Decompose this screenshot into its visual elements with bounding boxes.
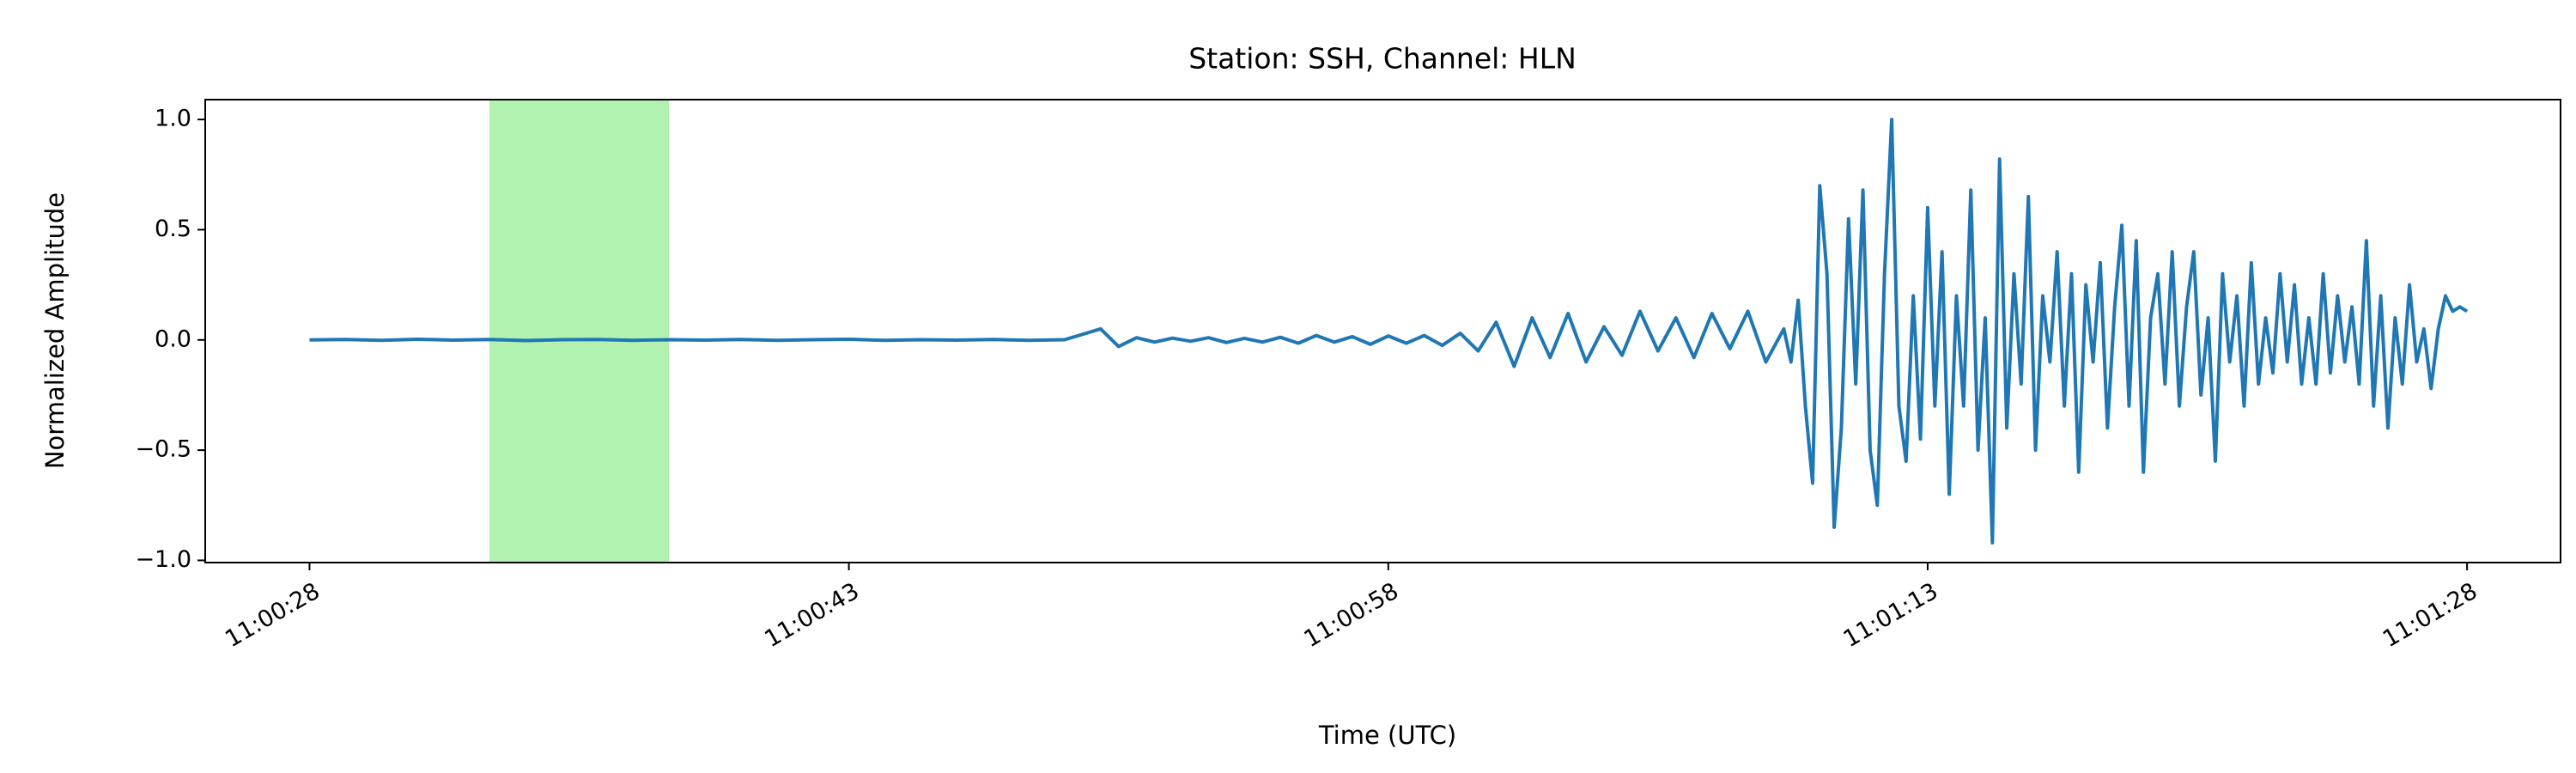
x-axis-label: Time (UTC) <box>1318 721 1456 750</box>
y-tick-label: 0.0 <box>155 326 191 352</box>
x-tick-label: 11:00:43 <box>760 578 864 653</box>
x-tick-label: 11:01:13 <box>1839 578 1943 653</box>
x-tick-label: 11:00:28 <box>221 578 325 653</box>
y-tick-label: −1.0 <box>135 546 191 573</box>
x-tick-label: 11:01:28 <box>2379 578 2482 653</box>
y-tick-label: 0.5 <box>155 216 191 242</box>
chart-title: Station: SSH, Channel: HLN <box>1188 42 1577 76</box>
y-tick-label: 1.0 <box>155 106 191 132</box>
y-axis-label: Normalized Amplitude <box>40 192 70 469</box>
waveform-line <box>309 118 2469 545</box>
x-tick-label: 11:00:58 <box>1300 578 1404 653</box>
y-tick-label: −0.5 <box>135 436 191 463</box>
highlight-span <box>489 100 670 563</box>
plot-frame <box>204 99 2561 563</box>
